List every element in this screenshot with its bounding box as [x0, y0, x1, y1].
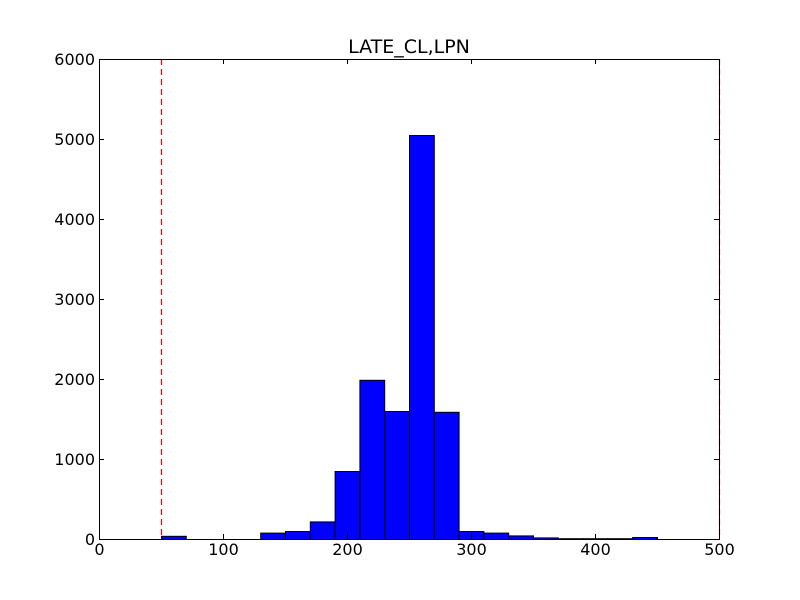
x-tick-label: 400: [580, 540, 611, 559]
bars-group: [161, 135, 659, 541]
x-axis: 0 100 200 300 400 500: [94, 59, 735, 559]
y-tick-label: 0: [85, 530, 95, 549]
histogram-bar: [409, 135, 435, 540]
y-tick-label: 6000: [54, 50, 95, 69]
y-tick-label: 3000: [54, 290, 95, 309]
x-tick-label: 200: [332, 540, 363, 559]
histogram-bar: [285, 531, 311, 540]
histogram-bar: [508, 535, 535, 541]
y-tick-label: 2000: [54, 370, 95, 389]
x-tick-label: 100: [208, 540, 239, 559]
y-tick-label: 5000: [54, 130, 95, 149]
y-axis: 0 1000 2000 3000 4000 5000 6000: [54, 50, 719, 549]
histogram-bar: [433, 411, 460, 540]
histogram-bar: [260, 532, 287, 540]
histogram-bar: [384, 411, 411, 540]
histogram-bar: [483, 532, 510, 540]
x-tick-label: 0: [94, 540, 104, 559]
chart-title: LATE_CL,LPN: [348, 36, 470, 58]
histogram-bar: [334, 471, 361, 540]
x-tick-label: 500: [704, 540, 735, 559]
y-tick-label: 1000: [54, 450, 95, 469]
y-tick-label: 4000: [54, 210, 95, 229]
x-tick-label: 300: [456, 540, 487, 559]
histogram-bar: [309, 521, 336, 541]
histogram-bar: [359, 379, 386, 540]
